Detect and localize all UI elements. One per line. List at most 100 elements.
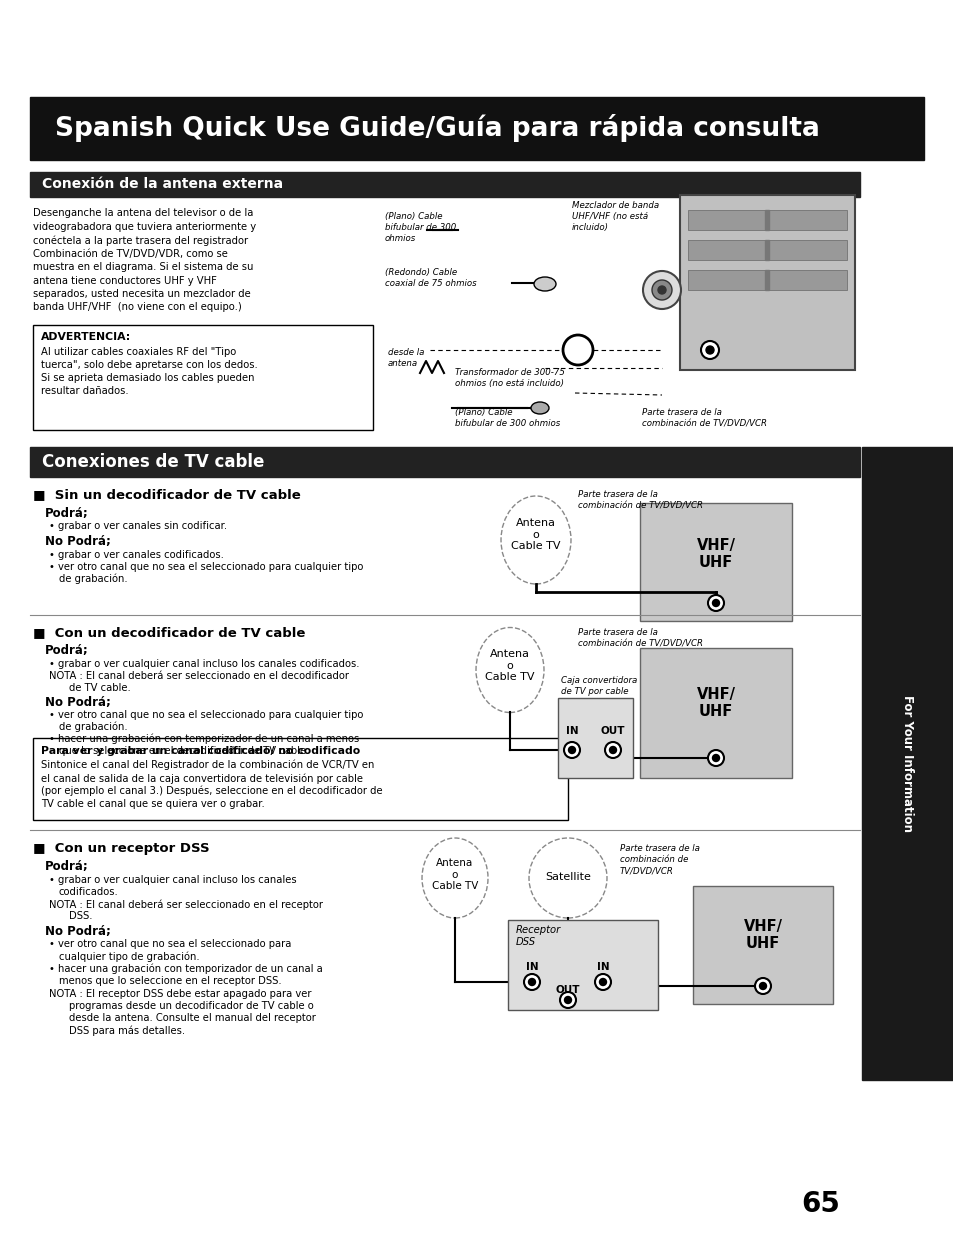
Text: Si se aprieta demasiado los cables pueden: Si se aprieta demasiado los cables puede… — [41, 373, 254, 383]
Text: ■  Con un receptor DSS: ■ Con un receptor DSS — [33, 842, 210, 855]
Bar — [764, 270, 768, 290]
Bar — [558, 698, 633, 778]
Text: IN: IN — [565, 726, 578, 736]
Text: • grabar o ver cualquier canal incluso los canales codificados.: • grabar o ver cualquier canal incluso l… — [49, 659, 359, 669]
Ellipse shape — [598, 978, 606, 986]
Text: ■  Sin un decodificador de TV cable: ■ Sin un decodificador de TV cable — [33, 488, 300, 501]
Text: Conexión de la antena externa: Conexión de la antena externa — [42, 178, 283, 191]
Ellipse shape — [642, 270, 680, 309]
Text: desde la
antena: desde la antena — [388, 348, 424, 368]
Text: Parte trasera de la
combinación de TV/DVD/VCR: Parte trasera de la combinación de TV/DV… — [641, 408, 766, 429]
Ellipse shape — [707, 595, 723, 611]
Text: Antena
o
Cable TV: Antena o Cable TV — [511, 517, 560, 551]
Ellipse shape — [754, 978, 770, 994]
Text: (por ejemplo el canal 3.) Después, seleccione en el decodificador de: (por ejemplo el canal 3.) Después, selec… — [41, 785, 382, 797]
Text: OUT: OUT — [600, 726, 624, 736]
Ellipse shape — [534, 277, 556, 291]
Text: Para ver y grabar un canal codificado/ no codificado: Para ver y grabar un canal codificado/ n… — [41, 746, 360, 756]
Text: de grabación.: de grabación. — [59, 574, 128, 584]
Text: No Podrá;: No Podrá; — [45, 535, 111, 548]
Bar — [764, 210, 768, 230]
Text: NOTA : El canal deberá ser seleccionado en el receptor: NOTA : El canal deberá ser seleccionado … — [49, 899, 323, 909]
Ellipse shape — [658, 287, 665, 294]
Ellipse shape — [500, 496, 571, 584]
Ellipse shape — [421, 839, 488, 918]
Text: resultar dañados.: resultar dañados. — [41, 387, 129, 396]
Text: Parte trasera de la
combinación de TV/DVD/VCR: Parte trasera de la combinación de TV/DV… — [578, 490, 702, 510]
Bar — [687, 240, 846, 261]
Text: • ver otro canal que no sea el seleccionado para cualquier tipo: • ver otro canal que no sea el seleccion… — [49, 710, 363, 720]
Text: Conexiones de TV cable: Conexiones de TV cable — [42, 453, 264, 471]
Text: NOTA : El canal deberá ser seleccionado en el decodificador: NOTA : El canal deberá ser seleccionado … — [49, 671, 349, 680]
Text: conéctela a la parte trasera del registrador: conéctela a la parte trasera del registr… — [33, 235, 248, 246]
Bar — [687, 270, 846, 290]
Text: • grabar o ver canales sin codificar.: • grabar o ver canales sin codificar. — [49, 521, 227, 531]
Ellipse shape — [559, 992, 576, 1008]
Bar — [30, 447, 859, 477]
Text: TV cable el canal que se quiera ver o grabar.: TV cable el canal que se quiera ver o gr… — [41, 799, 265, 809]
Text: Sintonice el canal del Registrador de la combinación de VCR/TV en: Sintonice el canal del Registrador de la… — [41, 760, 374, 771]
Text: DSS para más detalles.: DSS para más detalles. — [69, 1025, 185, 1035]
Text: que lo seleccione en el decodificador de TV cable.: que lo seleccione en el decodificador de… — [59, 746, 309, 756]
Text: Al utilizar cables coaxiales RF del "Tipo: Al utilizar cables coaxiales RF del "Tip… — [41, 347, 236, 357]
Text: No Podrá;: No Podrá; — [45, 697, 111, 709]
Text: Podrá;: Podrá; — [45, 643, 89, 657]
Text: VHF/
UHF: VHF/ UHF — [696, 537, 735, 571]
Text: tuerca", solo debe apretarse con los dedos.: tuerca", solo debe apretarse con los ded… — [41, 359, 257, 370]
Text: programas desde un decodificador de TV cable o: programas desde un decodificador de TV c… — [69, 1002, 314, 1011]
Text: separados, usted necesita un mezclador de: separados, usted necesita un mezclador d… — [33, 289, 251, 299]
Text: de grabación.: de grabación. — [59, 722, 128, 732]
Bar — [639, 648, 791, 778]
Text: For Your Information: For Your Information — [901, 695, 914, 832]
Text: Receptor
DSS: Receptor DSS — [516, 925, 560, 947]
Ellipse shape — [759, 983, 765, 989]
Ellipse shape — [563, 742, 579, 758]
Ellipse shape — [609, 746, 616, 753]
Text: banda UHF/VHF  (no viene con el equipo.): banda UHF/VHF (no viene con el equipo.) — [33, 303, 241, 312]
Text: Antena
o
Cable TV: Antena o Cable TV — [432, 858, 477, 892]
Ellipse shape — [562, 335, 593, 366]
Text: IN: IN — [525, 962, 537, 972]
Text: Combinación de TV/DVD/VDR, como se: Combinación de TV/DVD/VDR, como se — [33, 248, 228, 258]
Ellipse shape — [604, 742, 620, 758]
Text: • grabar o ver canales codificados.: • grabar o ver canales codificados. — [49, 550, 224, 559]
Text: DSS.: DSS. — [69, 911, 92, 921]
Text: Satellite: Satellite — [544, 872, 590, 882]
Text: videograbadora que tuviera anteriormente y: videograbadora que tuviera anteriormente… — [33, 221, 255, 231]
Bar — [692, 885, 832, 1004]
Text: IN: IN — [596, 962, 609, 972]
Text: Caja convertidora
de TV por cable: Caja convertidora de TV por cable — [560, 676, 637, 697]
Text: • ver otro canal que no sea el seleccionado para cualquier tipo: • ver otro canal que no sea el seleccion… — [49, 562, 363, 572]
Text: (Redondo) Cable
coaxial de 75 ohmios: (Redondo) Cable coaxial de 75 ohmios — [385, 268, 476, 288]
Ellipse shape — [529, 839, 606, 918]
Text: Podrá;: Podrá; — [45, 508, 89, 520]
Text: el canal de salida de la caja convertidora de televisión por cable: el canal de salida de la caja convertido… — [41, 773, 363, 783]
Ellipse shape — [712, 599, 719, 606]
Ellipse shape — [476, 627, 543, 713]
Ellipse shape — [528, 978, 535, 986]
Text: Transformador de 300-75
ohmios (no está incluido): Transformador de 300-75 ohmios (no está … — [455, 368, 564, 388]
Ellipse shape — [707, 750, 723, 766]
Bar — [687, 210, 846, 230]
Text: NOTA : El receptor DSS debe estar apagado para ver: NOTA : El receptor DSS debe estar apagad… — [49, 989, 312, 999]
Text: 65: 65 — [801, 1191, 840, 1218]
Bar — [30, 98, 923, 161]
Text: Parte trasera de la
combinación de TV/DVD/VCR: Parte trasera de la combinación de TV/DV… — [578, 629, 702, 648]
Ellipse shape — [531, 403, 548, 414]
Text: VHF/
UHF: VHF/ UHF — [742, 919, 781, 951]
Ellipse shape — [523, 974, 539, 990]
Ellipse shape — [700, 341, 719, 359]
Text: Antena
o
Cable TV: Antena o Cable TV — [485, 650, 535, 682]
Text: • ver otro canal que no sea el seleccionado para: • ver otro canal que no sea el seleccion… — [49, 939, 291, 948]
Text: Desenganche la antena del televisor o de la: Desenganche la antena del televisor o de… — [33, 207, 253, 219]
Text: cualquier tipo de grabación.: cualquier tipo de grabación. — [59, 951, 199, 962]
Text: (Plano) Cable
bifubular de 300
ohmios: (Plano) Cable bifubular de 300 ohmios — [385, 212, 456, 243]
Text: OUT: OUT — [556, 986, 579, 995]
Bar — [33, 325, 373, 430]
Bar — [764, 240, 768, 261]
Text: Podrá;: Podrá; — [45, 860, 89, 873]
Bar — [507, 920, 658, 1010]
Text: menos que lo seleccione en el receptor DSS.: menos que lo seleccione en el receptor D… — [59, 976, 281, 986]
Ellipse shape — [712, 755, 719, 762]
Text: ■  Con un decodificador de TV cable: ■ Con un decodificador de TV cable — [33, 626, 305, 638]
